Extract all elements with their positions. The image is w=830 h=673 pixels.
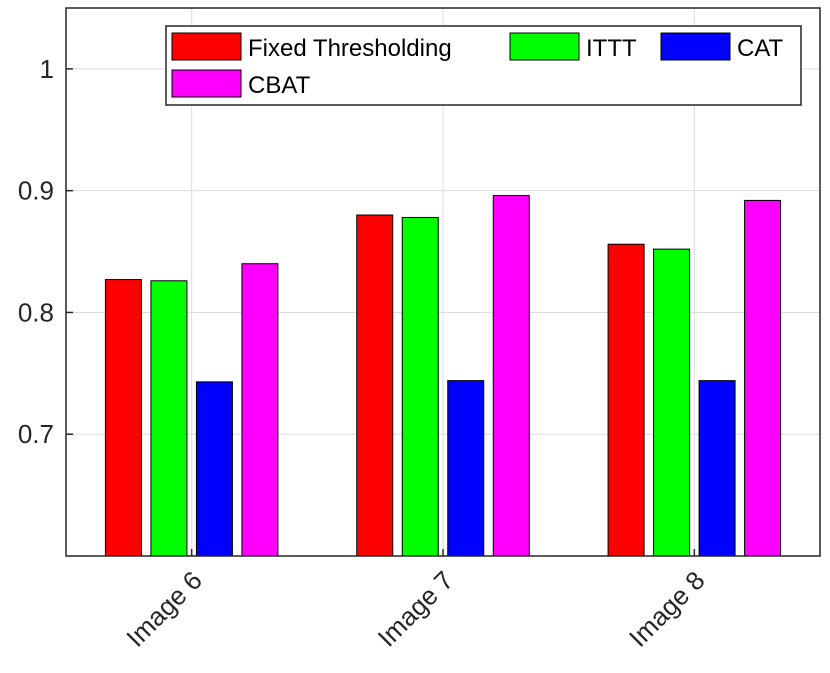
y-axis: 0.7 0.8 0.9 1: [18, 54, 73, 449]
bar: [104, 279, 142, 557]
legend-swatch: [171, 69, 242, 98]
x-axis: Image 6 Image 7 Image 8: [120, 549, 711, 653]
legend-swatch: [509, 32, 580, 61]
bar: [195, 381, 233, 557]
bar: [698, 380, 736, 557]
y-tick-label: 0.9: [18, 176, 54, 206]
y-tick-label: 1: [40, 54, 54, 84]
bar: [356, 214, 394, 557]
bar: [150, 280, 188, 557]
bar: [744, 199, 782, 557]
bar: [607, 243, 645, 557]
x-tick-label: Image 6: [120, 565, 208, 653]
legend: Fixed Thresholding ITTT CAT CBAT: [165, 25, 802, 106]
legend-label: Fixed Thresholding: [248, 35, 452, 62]
x-tick-label: Image 8: [623, 565, 711, 653]
y-tick-label: 0.8: [18, 297, 54, 327]
x-tick-label: Image 7: [372, 565, 460, 653]
legend-label: CBAT: [248, 72, 311, 99]
bar: [492, 195, 530, 557]
bar: [447, 380, 485, 557]
y-tick-label: 0.7: [18, 419, 54, 449]
bar: [653, 248, 691, 557]
legend-swatch: [660, 32, 731, 61]
legend-swatch: [171, 32, 242, 61]
bar: [241, 263, 279, 557]
legend-label: CAT: [737, 35, 784, 62]
legend-label: ITTT: [586, 35, 637, 62]
bar: [401, 216, 439, 557]
